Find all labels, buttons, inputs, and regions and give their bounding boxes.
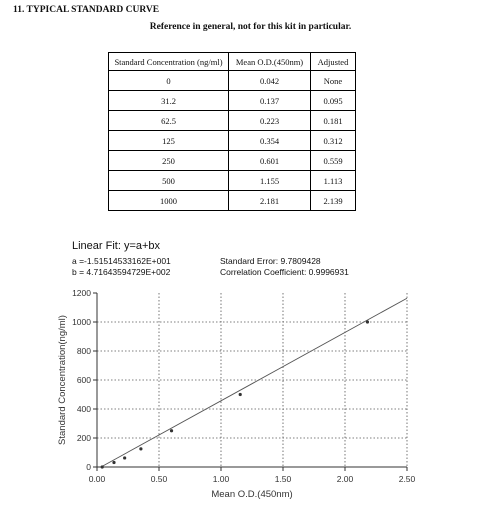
x-tick-label: 0.50 bbox=[151, 474, 168, 484]
table-row: 62.5 0.223 0.181 bbox=[108, 110, 356, 131]
data-point bbox=[169, 429, 174, 433]
coefficient-a: a =-1.51514533162E+001 bbox=[72, 256, 171, 266]
data-point bbox=[112, 460, 116, 465]
x-axis-label: Mean O.D.(450nm) bbox=[211, 489, 292, 500]
fit-line bbox=[100, 297, 408, 468]
y-tick-label: 800 bbox=[77, 346, 91, 356]
data-point bbox=[238, 392, 242, 397]
data-point bbox=[139, 447, 143, 451]
x-tick-label: 0.00 bbox=[89, 474, 106, 484]
y-tick-label: 1200 bbox=[72, 288, 91, 298]
correlation-coefficient: Correlation Coefficient: 0.9996931 bbox=[220, 267, 349, 277]
table-row: 31.2 0.137 0.095 bbox=[108, 90, 356, 111]
data-point bbox=[123, 456, 127, 460]
cell-adjusted: 2.139 bbox=[310, 190, 356, 211]
data-point bbox=[100, 465, 104, 469]
table-row: 250 0.601 0.559 bbox=[108, 150, 356, 171]
standard-curve-table: Standard Concentration (ng/ml) Mean O.D.… bbox=[108, 52, 356, 211]
y-tick-label: 600 bbox=[77, 375, 91, 385]
y-tick-label: 1000 bbox=[72, 317, 91, 327]
y-tick-label: 0 bbox=[86, 462, 91, 472]
x-tick-label: 1.00 bbox=[213, 474, 230, 484]
y-tick-label: 200 bbox=[77, 433, 91, 443]
x-tick-label: 1.50 bbox=[275, 474, 292, 484]
y-axis-label: Standard Concentration(ng/ml) bbox=[57, 315, 68, 445]
y-tick-label: 400 bbox=[77, 404, 91, 414]
coefficient-b: b = 4.71643594729E+002 bbox=[72, 267, 171, 277]
table-row: 0 0.042 None bbox=[108, 70, 356, 91]
standard-error: Standard Error: 9.7809428 bbox=[220, 256, 321, 266]
reference-note: Reference in general, not for this kit i… bbox=[149, 22, 352, 32]
fit-title: Linear Fit: y=a+bx bbox=[72, 240, 161, 252]
table-row: 1000 2.181 2.139 bbox=[108, 190, 356, 211]
x-tick-label: 2.00 bbox=[337, 474, 354, 484]
x-tick-label: 2.50 bbox=[399, 474, 416, 484]
section-heading: 11. TYPICAL STANDARD CURVE bbox=[13, 5, 160, 15]
data-point bbox=[365, 320, 370, 324]
table-header-row: Standard Concentration (ng/ml) Mean O.D.… bbox=[108, 52, 356, 71]
